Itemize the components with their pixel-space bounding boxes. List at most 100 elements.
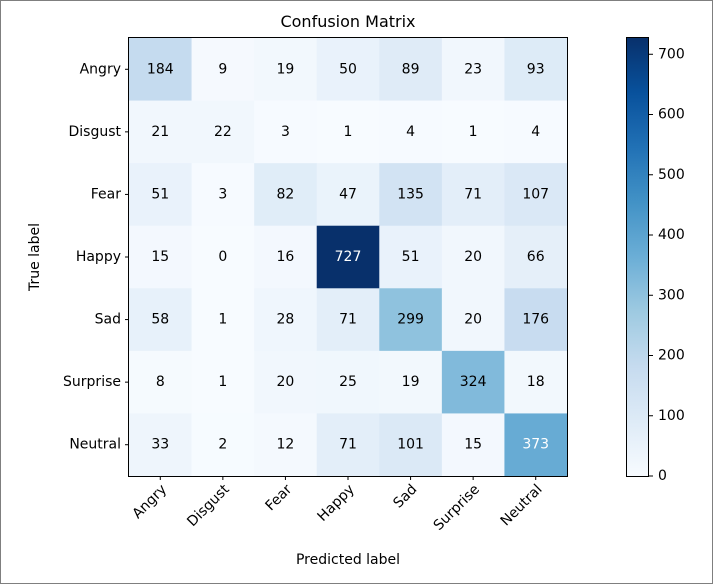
y-axis-label: True label <box>27 223 43 292</box>
y-tick-label: Fear <box>91 186 121 202</box>
cell-value-label: 299 <box>397 312 424 328</box>
cell-value-label: 21 <box>151 124 169 140</box>
heatmap-cell <box>129 413 193 477</box>
cell-value-label: 135 <box>397 186 424 202</box>
heatmap-cell <box>316 225 380 289</box>
heatmap-cell <box>254 350 318 414</box>
heatmap-cell <box>379 413 443 477</box>
colorbar <box>626 37 649 477</box>
cell-value-label: 47 <box>339 186 357 202</box>
cell-value-label: 28 <box>277 312 295 328</box>
heatmap-cell <box>379 100 443 164</box>
cell-value-label: 1 <box>469 124 478 140</box>
cell-value-label: 107 <box>522 186 549 202</box>
colorbar-tick-label: 200 <box>658 348 685 364</box>
cell-value-label: 25 <box>339 374 357 390</box>
cell-value-label: 50 <box>339 61 357 77</box>
cell-value-label: 1 <box>218 312 227 328</box>
heatmap-cell <box>191 163 255 227</box>
heatmap-cell <box>441 350 505 414</box>
heatmap-cell <box>379 163 443 227</box>
heatmap-cell <box>129 350 193 414</box>
cell-value-label: 89 <box>402 61 420 77</box>
y-tick-label: Angry <box>80 61 121 77</box>
chart-title: Confusion Matrix <box>280 12 415 31</box>
heatmap-cell <box>191 413 255 477</box>
colorbar-tick-label: 700 <box>658 46 685 62</box>
cell-value-label: 184 <box>147 61 174 77</box>
heatmap-cell <box>254 38 318 102</box>
heatmap-cell <box>441 288 505 352</box>
cell-value-label: 71 <box>339 312 357 328</box>
x-tick-label: Neutral <box>498 482 546 530</box>
heatmap-cell <box>316 288 380 352</box>
x-tick-label: Angry <box>130 482 171 523</box>
cell-value-label: 373 <box>522 437 549 453</box>
x-axis-label: Predicted label <box>296 552 400 568</box>
cell-value-label: 3 <box>218 186 227 202</box>
cell-value-label: 19 <box>277 61 295 77</box>
cell-value-label: 2 <box>218 437 227 453</box>
heatmap-cell <box>191 288 255 352</box>
cell-value-label: 51 <box>151 186 169 202</box>
heatmap-cell <box>254 225 318 289</box>
colorbar-tick-label: 400 <box>658 227 685 243</box>
heatmap-cell <box>441 225 505 289</box>
heatmap-cell <box>504 100 568 164</box>
heatmap-cell <box>379 225 443 289</box>
y-tick-label: Sad <box>95 312 121 328</box>
heatmap-cell <box>379 350 443 414</box>
colorbar-ticks: 0 100 200 300 400 500 600 700 <box>649 46 685 484</box>
heatmap-cell <box>129 288 193 352</box>
cell-value-label: 101 <box>397 437 424 453</box>
cell-value-label: 58 <box>151 312 169 328</box>
cell-value-label: 9 <box>218 61 227 77</box>
cell-value-label: 1 <box>218 374 227 390</box>
heatmap-cell <box>254 163 318 227</box>
x-tick-label: Happy <box>315 482 358 525</box>
heatmap-cell <box>254 288 318 352</box>
cell-value-label: 4 <box>531 124 540 140</box>
colorbar-tick-label: 0 <box>658 468 667 484</box>
heatmap-cell <box>254 100 318 164</box>
y-axis-ticks: Angry Disgust Fear Happy Sad Surprise Neutral <box>63 61 129 453</box>
heatmap-cell <box>379 288 443 352</box>
cell-value-label: 15 <box>464 437 482 453</box>
heatmap-cell <box>316 413 380 477</box>
heatmap-cell <box>316 100 380 164</box>
heatmap-cell <box>504 38 568 102</box>
cell-value-label: 71 <box>339 437 357 453</box>
cell-value-label: 20 <box>464 249 482 265</box>
x-axis-ticks: Angry Disgust Fear Happy Sad Surprise Neutral <box>130 476 546 534</box>
cell-value-label: 324 <box>460 374 487 390</box>
x-tick-label: Sad <box>390 482 420 512</box>
y-tick-label: Disgust <box>68 124 121 140</box>
cell-value-label: 16 <box>277 249 295 265</box>
cell-value-label: 33 <box>151 437 169 453</box>
heatmap-cell <box>191 225 255 289</box>
cell-value-label: 15 <box>151 249 169 265</box>
x-tick-label: Fear <box>263 481 296 514</box>
cell-value-label: 71 <box>464 186 482 202</box>
heatmap-cell <box>129 225 193 289</box>
cell-value-label: 19 <box>402 374 420 390</box>
plot-border <box>128 37 568 477</box>
heatmap-cell <box>504 163 568 227</box>
heatmap-cell <box>316 163 380 227</box>
heatmap-cell <box>129 38 193 102</box>
heatmap-cell <box>191 350 255 414</box>
heatmap-cell <box>504 288 568 352</box>
cell-value-label: 23 <box>464 61 482 77</box>
heatmap-cell <box>441 38 505 102</box>
heatmap-cell <box>254 413 318 477</box>
x-tick-label: Disgust <box>184 481 233 530</box>
heatmap-cells <box>129 38 568 477</box>
cell-value-label: 8 <box>156 374 165 390</box>
cell-value-label: 12 <box>277 437 295 453</box>
cell-value-label: 22 <box>214 124 232 140</box>
heatmap-cell <box>379 38 443 102</box>
colorbar-tick-label: 600 <box>658 107 685 123</box>
